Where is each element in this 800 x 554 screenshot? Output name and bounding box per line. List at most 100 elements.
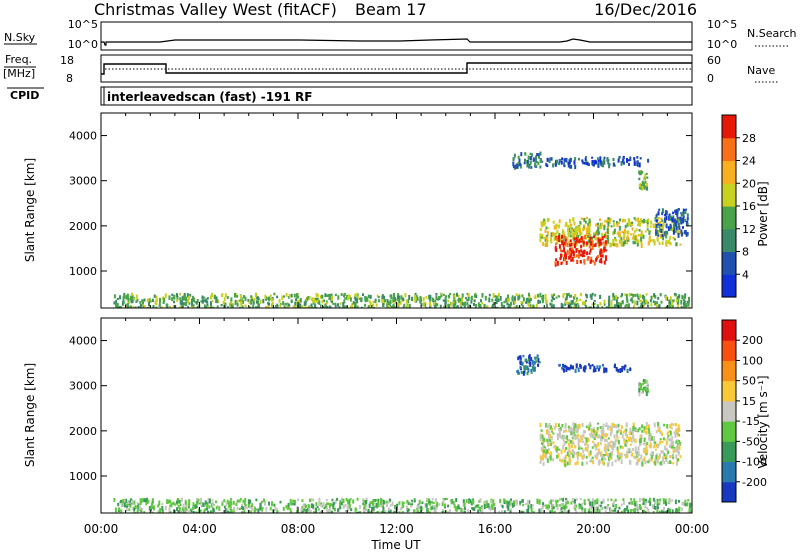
velocity-cell [672,440,675,446]
velocity-cell [542,452,545,456]
velocity-cell [536,355,539,358]
velocity-cell [632,425,635,431]
power-cell [368,300,371,303]
velocity-cell [541,457,544,461]
power-cell [683,303,686,308]
power-cell [313,299,316,304]
velocity-cell [226,499,229,505]
power-cell [597,306,600,308]
velocity-cell [678,500,680,503]
velocity-cell [212,508,215,512]
velocity-cell [670,442,673,448]
velocity-cell [639,443,641,446]
power-cell [247,299,250,302]
power-cell [176,295,179,301]
power-cell [452,303,455,308]
velocity-cell [644,461,647,465]
power-cell [564,300,567,304]
power-cell [575,254,578,258]
velocity-cell [552,441,555,445]
velocity-cell [646,387,649,391]
power-cell [624,304,627,308]
power-cell [616,299,618,303]
power-cell [491,298,494,302]
velocity-cell [657,424,660,428]
velocity-cell [169,504,172,507]
power-cell [529,156,532,160]
power-cell [299,298,302,302]
power-cell [662,237,665,241]
power-cell [116,297,119,300]
velocity-cell [607,498,610,502]
velocity-cell [406,499,409,504]
velocity-cell [629,437,632,442]
power-cell [660,300,663,304]
velocity-cell [647,460,650,464]
velocity-cell [435,498,437,503]
power-cell [633,160,636,166]
power-cell [662,224,664,230]
velocity-cell [632,422,635,428]
power-cell [552,163,555,168]
freq-label: Freq. [5,53,32,66]
power-cell [120,306,122,308]
velocity-cell [207,500,210,504]
velocity-cell [651,436,653,441]
power-cell [637,233,640,237]
power-panel-frame [100,112,693,309]
velocity-cell [589,506,592,509]
power-cell [259,299,262,305]
velocity-cell [662,508,665,511]
power-cell [661,208,664,213]
velocity-cell [677,433,679,437]
velocity-cell [600,429,603,433]
power-cell [679,219,682,223]
velocity-cell [673,431,676,435]
velocity-cell [376,511,378,513]
power-cell [665,241,668,245]
power-cell [183,296,186,301]
power-cell [142,305,145,308]
velocity-cell [271,501,273,507]
power-cell [466,299,469,302]
velocity-cell [663,506,666,510]
velocity-cell [134,505,137,509]
velocity-cell [570,501,573,505]
velocity-cell [604,506,607,509]
power-cell [399,301,402,305]
velocity-ylabel: Slant Range [km] [23,363,37,467]
power-cell [637,306,640,308]
velocity-cell [289,508,292,512]
power-cell [571,257,574,261]
velocity-cell [136,502,139,505]
velocity-cell [381,499,384,503]
power-cell [255,306,257,308]
power-cell [529,304,532,308]
velocity-cell [319,511,322,513]
power-cell [447,299,450,303]
power-cell [275,305,277,308]
velocity-cell [527,505,530,510]
velocity-cell [652,504,655,510]
velocity-cell [590,433,593,438]
velocity-cell [647,427,650,431]
velocity-cell [574,368,577,373]
power-cell [643,185,646,190]
power-cell [573,256,576,259]
velocity-cell [604,509,607,513]
velocity-cell [184,500,187,505]
power-cell [360,306,363,308]
power-colorbar-label: Power [dB] [756,181,770,246]
power-cell [301,305,304,308]
velocity-cell [606,453,609,457]
velocity-cell [587,510,590,513]
velocity-cell [349,498,352,501]
velocity-cell [662,456,664,462]
power-cell [654,217,657,222]
velocity-cell [584,447,587,451]
power-cell [477,302,480,307]
velocity-cell [371,500,373,505]
velocity-cell [120,501,123,507]
